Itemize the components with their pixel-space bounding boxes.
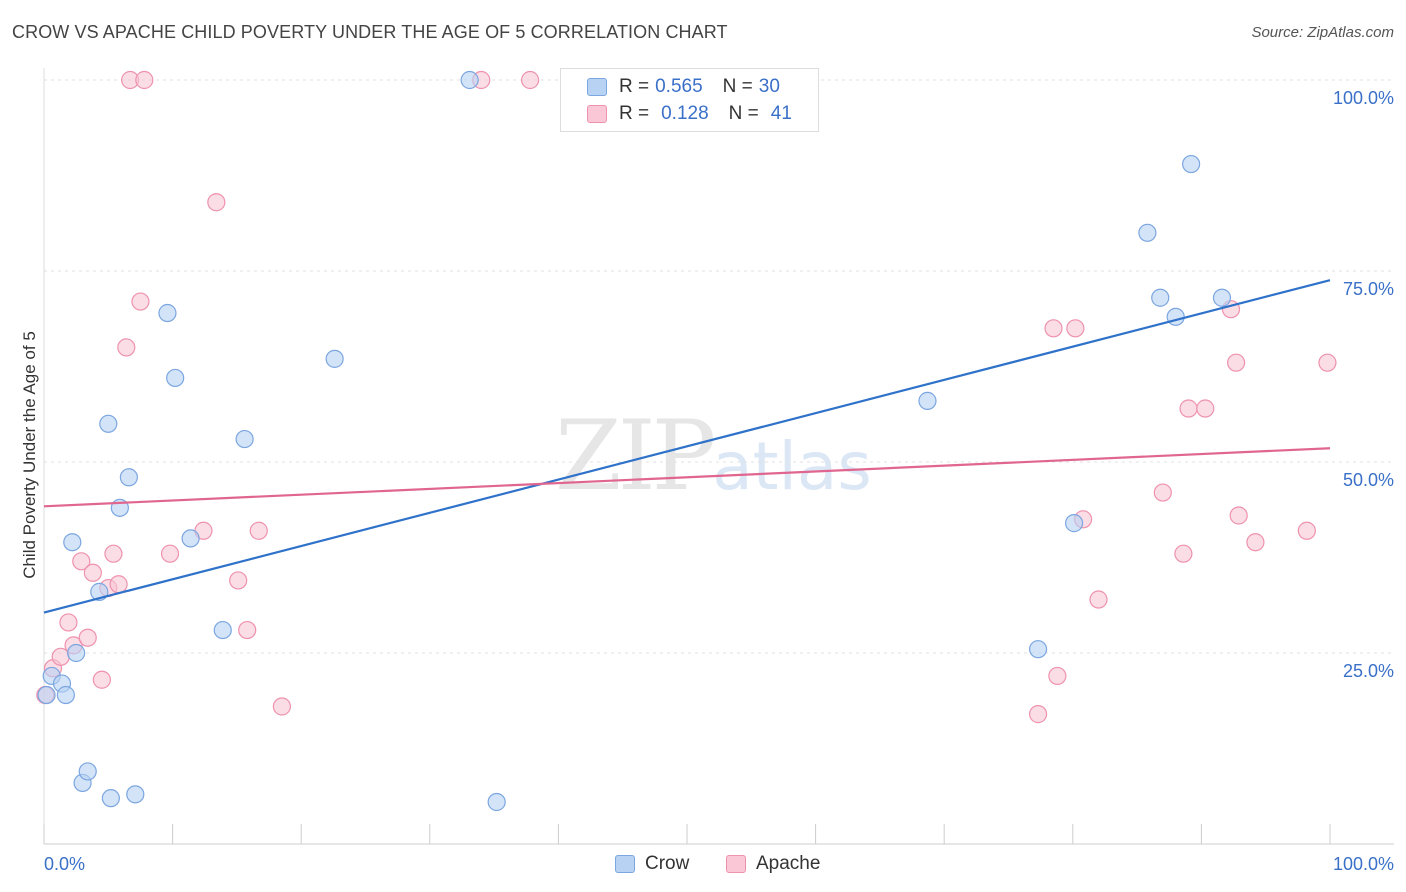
apache-point-30 [1089, 590, 1108, 609]
crow-point-13 [126, 785, 145, 804]
chart-title: CROW VS APACHE CHILD POVERTY UNDER THE A… [12, 22, 728, 42]
bottom-crow-swatch [615, 855, 635, 873]
legend-row-apache: R = 0.128 N = 41 [587, 101, 792, 127]
apache-point-33 [1179, 399, 1198, 418]
x-tick-label-1: 100.0% [1333, 854, 1394, 874]
apache-point-27 [1048, 666, 1067, 686]
apache-point-38 [1246, 533, 1265, 552]
tick-labels: 25.0% 50.0% 75.0% 100.0% 0.0% 100.0% [44, 88, 1394, 874]
crow-points [37, 70, 1232, 812]
crow-point-20 [460, 70, 479, 90]
apache-point-21 [249, 521, 268, 540]
crow-point-17 [213, 620, 232, 640]
crow-point-7 [78, 762, 97, 781]
crow-point-16 [181, 529, 200, 548]
apache-point-25 [1028, 705, 1048, 724]
apache-n-value: 41 [770, 103, 792, 124]
bottom-apache-swatch [726, 855, 746, 873]
apache-point-15 [135, 70, 154, 90]
apache-n-label: N = [728, 103, 759, 124]
bottom-apache-label: Apache [756, 853, 821, 874]
crow-point-23 [1028, 640, 1048, 659]
watermark: ZIPatlas [555, 400, 872, 512]
crow-point-10 [101, 789, 120, 808]
crow-n-label: N = [722, 76, 753, 97]
apache-point-19 [229, 571, 248, 590]
apache-point-39 [1297, 521, 1316, 540]
crow-point-21 [487, 792, 506, 812]
watermark-atlas: atlas [712, 428, 872, 505]
x-tick-label-0: 0.0% [44, 854, 85, 874]
apache-point-36 [1227, 353, 1246, 372]
crow-point-14 [158, 303, 177, 323]
chart-source: Source: ZipAtlas.com [1251, 24, 1394, 41]
apache-point-14 [131, 292, 150, 311]
apache-points [36, 70, 1337, 724]
crow-n-value: 30 [758, 76, 780, 97]
crow-r-value: 0.565 [655, 76, 703, 97]
crow-point-5 [67, 643, 86, 663]
apache-swatch [587, 105, 607, 123]
apache-point-26 [1044, 319, 1063, 338]
apache-point-11 [109, 575, 128, 594]
apache-point-7 [83, 563, 102, 582]
crow-point-19 [325, 349, 344, 368]
apache-point-16 [160, 544, 180, 563]
crow-point-29 [1212, 288, 1232, 307]
crow-point-0 [37, 685, 56, 705]
apache-point-5 [72, 552, 91, 571]
apache-point-34 [1196, 399, 1215, 418]
apache-point-40 [1318, 353, 1337, 372]
crow-point-28 [1182, 154, 1201, 174]
apache-point-31 [1153, 483, 1172, 502]
apache-point-8 [92, 670, 111, 689]
crow-point-15 [166, 368, 185, 388]
y-tick-label-0: 25.0% [1343, 661, 1394, 681]
apache-point-22 [272, 697, 292, 716]
apache-point-18 [207, 193, 226, 212]
bottom-legend-apache: Apache [726, 852, 820, 876]
bottom-crow-label: Crow [645, 853, 690, 874]
apache-point-10 [104, 544, 123, 563]
bottom-legend-crow: Crow [615, 852, 689, 876]
apache-point-6 [78, 628, 97, 647]
axes [43, 68, 1394, 845]
crow-point-9 [99, 414, 118, 433]
crow-point-24 [1064, 514, 1084, 533]
y-tick-label-1: 50.0% [1343, 470, 1394, 490]
watermark-zip: ZIP [555, 400, 716, 512]
correlation-legend: R = 0.565 N = 30 R = 0.128 N = 41 [560, 68, 819, 132]
apache-point-37 [1229, 506, 1248, 525]
crow-point-25 [1138, 223, 1157, 242]
crow-point-12 [119, 468, 138, 487]
crow-point-18 [235, 429, 254, 449]
apache-point-32 [1174, 544, 1193, 563]
y-tick-label-3: 100.0% [1333, 88, 1394, 108]
y-tick-label-2: 75.0% [1343, 279, 1394, 299]
crow-trend-line [43, 279, 1331, 614]
apache-point-3 [59, 613, 78, 632]
crow-swatch [587, 78, 607, 96]
crow-point-26 [1151, 288, 1170, 307]
apache-point-20 [238, 620, 257, 640]
trend-lines [43, 279, 1331, 614]
apache-point-24 [521, 70, 540, 90]
crow-point-22 [918, 391, 937, 410]
crow-point-3 [56, 685, 75, 705]
apache-point-12 [117, 338, 136, 357]
crow-r-label: R = [619, 76, 650, 97]
crow-point-27 [1166, 307, 1185, 326]
apache-r-value: 0.128 [661, 103, 709, 124]
crow-point-4 [63, 533, 82, 552]
apache-trend-line [43, 447, 1331, 508]
apache-r-label: R = [619, 103, 650, 124]
legend-row-crow: R = 0.565 N = 30 [587, 74, 780, 100]
apache-point-28 [1066, 319, 1085, 338]
